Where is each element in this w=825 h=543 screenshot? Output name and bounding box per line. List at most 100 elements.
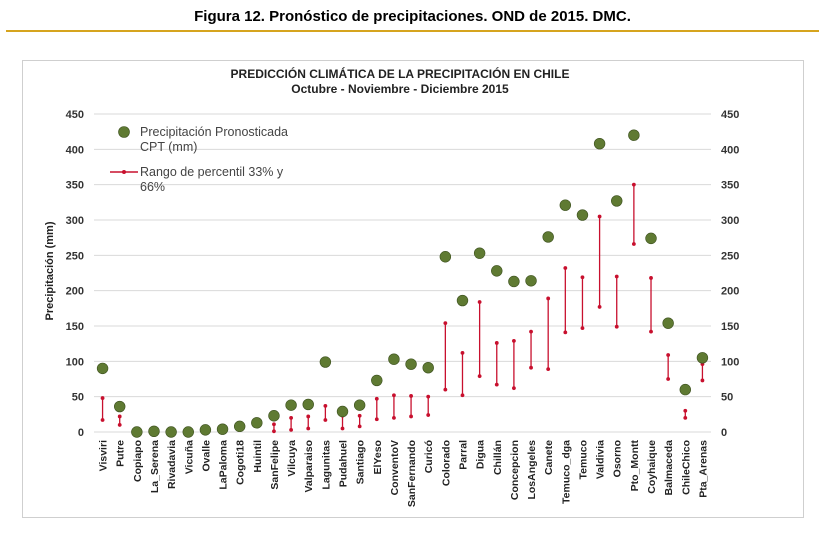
y-tick-right: 150 xyxy=(721,321,739,333)
category-label: SanFernando xyxy=(406,440,418,507)
range-upper-dot xyxy=(512,338,516,343)
range-upper-dot xyxy=(306,414,311,419)
category-label: LosAngeles xyxy=(526,440,538,500)
forecast-point xyxy=(131,426,143,438)
forecast-point xyxy=(679,383,691,396)
category-label: Cogoti18 xyxy=(235,440,247,485)
category-label: Curicó xyxy=(423,440,435,473)
y-tick-right: 200 xyxy=(721,286,739,298)
forecast-point xyxy=(628,129,640,141)
forecast-point xyxy=(371,374,383,387)
category-label: Pudahuel xyxy=(338,440,350,487)
forecast-point xyxy=(593,137,606,150)
range-lower-dot xyxy=(666,377,671,381)
category-label: Temuco_dga xyxy=(560,440,572,504)
forecast-point xyxy=(165,426,177,438)
forecast-point xyxy=(696,352,709,364)
category-label: SanFelipe xyxy=(269,440,281,490)
header-rule xyxy=(6,30,819,32)
forecast-point xyxy=(233,420,246,433)
range-upper-dot xyxy=(580,275,585,280)
forecast-point xyxy=(525,275,537,287)
range-upper-dot xyxy=(666,353,671,357)
chart-subtitle: Octubre - Noviembre - Diciembre 2015 xyxy=(291,82,509,96)
range-upper-dot xyxy=(563,266,568,270)
range-lower-dot xyxy=(512,386,516,391)
category-label: Osorno xyxy=(612,440,624,477)
y-tick-left: 450 xyxy=(66,109,84,121)
range-lower-dot xyxy=(306,426,311,431)
range-lower-dot xyxy=(614,324,619,329)
range-upper-dot xyxy=(649,276,653,280)
range-layer xyxy=(100,182,705,434)
range-lower-dot xyxy=(374,417,379,422)
y-tick-left: 100 xyxy=(66,356,84,368)
forecast-point xyxy=(473,247,486,259)
forecast-point xyxy=(216,423,229,435)
range-lower-dot xyxy=(563,330,568,335)
range-upper-dot xyxy=(443,321,448,326)
category-label: Balmaceda xyxy=(663,440,675,496)
forecast-point xyxy=(611,195,623,207)
range-lower-dot xyxy=(272,429,276,434)
forecast-point xyxy=(285,399,297,411)
category-label: Valparaiso xyxy=(303,440,315,493)
range-upper-dot xyxy=(631,182,636,187)
category-layer: Visviri Putre Copiapo La_Serena Rivadavia Vic… xyxy=(98,440,710,508)
legend-point-marker xyxy=(118,126,130,138)
tick-layer: 0 0 50 50 100 100 150 150 200 200 250 250 300 300 350 3… xyxy=(66,109,740,439)
forecast-point xyxy=(542,231,554,243)
range-lower-dot xyxy=(323,418,328,422)
precipitation-chart: PREDICCIÓN CLIMÁTICA DE LA PRECIPITACIÓN… xyxy=(44,66,740,508)
range-lower-dot xyxy=(494,382,499,387)
category-label: Visviri xyxy=(98,440,110,471)
y-tick-left: 200 xyxy=(66,286,84,298)
legend-point-label-line2: CPT (mm) xyxy=(140,140,197,154)
range-lower-dot xyxy=(649,329,653,334)
y-tick-left: 0 xyxy=(78,427,84,439)
range-upper-dot xyxy=(529,329,533,334)
range-lower-dot xyxy=(409,414,413,419)
range-upper-dot xyxy=(272,422,276,427)
range-lower-dot xyxy=(683,415,688,420)
range-lower-dot xyxy=(580,326,585,331)
forecast-point xyxy=(336,405,349,418)
category-label: Digua xyxy=(475,440,487,469)
range-lower-dot xyxy=(443,387,448,392)
range-upper-dot xyxy=(117,414,122,419)
category-label: Colorado xyxy=(440,440,452,486)
category-label: Canete xyxy=(543,440,555,475)
category-label: Concepcion xyxy=(509,440,521,500)
y-tick-right: 450 xyxy=(721,109,739,121)
chart-frame: PREDICCIÓN CLIMÁTICA DE LA PRECIPITACIÓN… xyxy=(22,60,804,518)
forecast-point xyxy=(439,251,452,263)
range-upper-dot xyxy=(392,393,396,398)
category-label: Copiapo xyxy=(132,440,144,482)
range-lower-dot xyxy=(631,242,636,246)
y-tick-left: 350 xyxy=(66,180,84,192)
category-label: Pto_Montt xyxy=(629,440,641,492)
chart-title: PREDICCIÓN CLIMÁTICA DE LA PRECIPITACIÓN… xyxy=(231,66,570,81)
legend-range-label-line1: Rango de percentil 33% y xyxy=(140,165,284,179)
range-upper-dot xyxy=(409,394,413,398)
forecast-point xyxy=(508,275,520,288)
range-upper-dot xyxy=(289,415,293,420)
category-label: Huintil xyxy=(252,440,264,473)
y-tick-right: 250 xyxy=(721,250,739,262)
range-lower-dot xyxy=(117,423,122,427)
range-upper-dot xyxy=(494,341,499,345)
forecast-point xyxy=(388,353,400,365)
range-lower-dot xyxy=(460,393,465,398)
forecast-point xyxy=(645,232,657,245)
range-lower-dot xyxy=(289,427,293,432)
y-tick-left: 150 xyxy=(66,321,84,333)
category-label: LaPaloma xyxy=(218,440,230,490)
range-upper-dot xyxy=(100,396,105,400)
range-upper-dot xyxy=(460,350,465,355)
range-lower-dot xyxy=(426,413,431,417)
figure-caption: Figura 12. Pronóstico de precipitaciones… xyxy=(194,8,631,25)
range-upper-dot xyxy=(477,300,482,304)
category-label: Vilcuya xyxy=(286,440,298,477)
range-lower-dot xyxy=(340,426,345,431)
y-tick-right: 400 xyxy=(721,144,739,156)
